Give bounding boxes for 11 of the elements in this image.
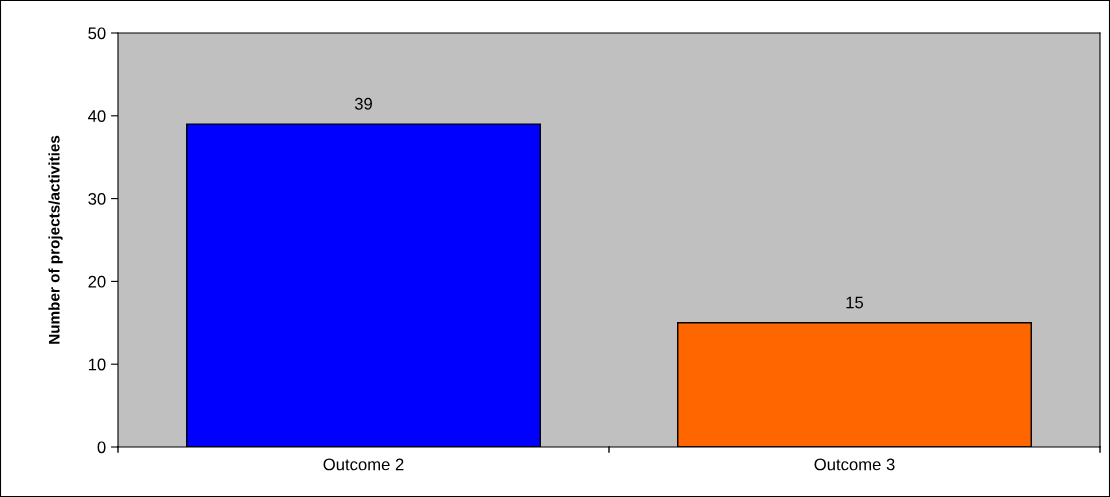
x-tick-label: Outcome 3 xyxy=(814,458,895,471)
data-label: 15 xyxy=(846,296,864,309)
data-label: 39 xyxy=(354,97,372,110)
y-tick-label: 40 xyxy=(88,110,106,122)
y-tick-label: 20 xyxy=(88,275,106,288)
y-tick-label: 0 xyxy=(97,441,106,454)
y-tick-label: 10 xyxy=(88,358,106,371)
x-tick-label: Outcome 2 xyxy=(323,458,404,471)
y-axis-title: Number of projects/activities xyxy=(48,135,63,344)
y-tick-label: 50 xyxy=(88,27,106,40)
y-tick-label: 30 xyxy=(88,193,106,205)
